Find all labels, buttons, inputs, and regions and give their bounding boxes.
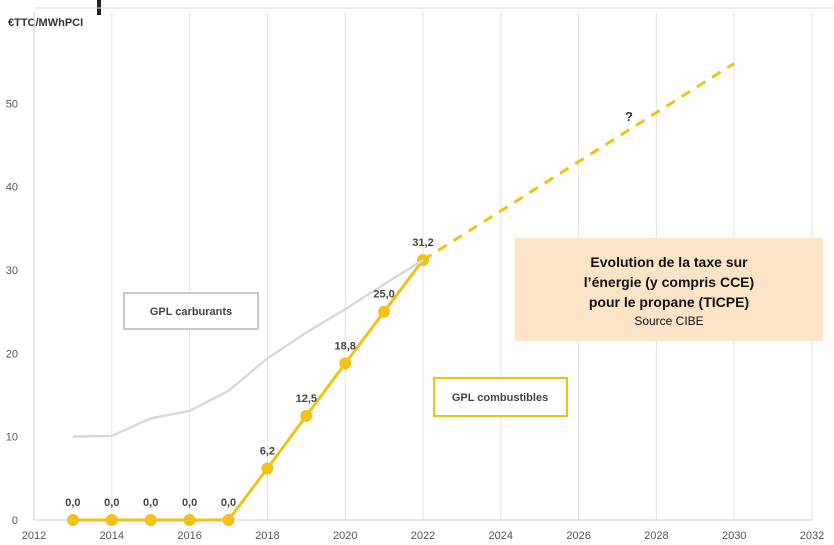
- info-title-line3: pour le propane (TICPE): [588, 293, 750, 310]
- legend-label-carburants: GPL carburants: [150, 306, 232, 318]
- data-label-2017: 0,0: [221, 497, 236, 509]
- data-label-2022: 31,2: [412, 237, 433, 249]
- y-tick-label-40: 40: [6, 182, 18, 194]
- legend-label-combustibles: GPL combustibles: [452, 392, 548, 404]
- legend-box-combustibles: [433, 377, 568, 417]
- data-label-2015: 0,0: [143, 497, 158, 509]
- y-tick-label-20: 20: [6, 348, 18, 360]
- data-point-2013: [66, 514, 79, 526]
- legend-box-carburants: [123, 292, 259, 330]
- data-label-2014: 0,0: [104, 497, 119, 509]
- data-point-2018: [261, 462, 274, 475]
- x-tick-label-2028: 2028: [644, 530, 668, 542]
- data-label-2018: 6,2: [260, 445, 275, 457]
- data-labels: 0,0 0,0 0,0 0,0 0,0 6,2 12,5 18,8 25,0 31,2: [65, 237, 433, 509]
- info-source: Source CIBE: [634, 313, 704, 328]
- y-axis-label: €TTC/MWhPCI: [8, 17, 83, 29]
- x-tick-label-2026: 2026: [566, 530, 590, 542]
- x-tick-label-2024: 2024: [489, 530, 513, 542]
- question-mark-annotation: ?: [625, 109, 633, 124]
- series: [66, 62, 736, 526]
- y-tick-label-30: 30: [6, 265, 18, 277]
- series-line-2: [422, 62, 736, 262]
- x-tick-label-2032: 2032: [800, 530, 824, 542]
- axes: 2012 2014 2016 2018 2020 2022 2024 2026 2028 2030…: [6, 7, 834, 542]
- series-line-1: [72, 258, 424, 438]
- x-tick-label-2018: 2018: [255, 530, 279, 542]
- info-title-line2: l’énergie (y compris CCE): [583, 273, 755, 290]
- series-line-0: [72, 259, 425, 522]
- data-point-2019: [300, 409, 313, 422]
- x-tick-label-2022: 2022: [411, 530, 435, 542]
- x-tick-label-2012: 2012: [22, 530, 46, 542]
- y-tick-label-50: 50: [6, 98, 18, 110]
- data-label-2013: 0,0: [65, 497, 80, 509]
- x-tick-label-2014: 2014: [100, 530, 124, 542]
- data-point-2014: [105, 514, 118, 526]
- data-point-2020: [339, 357, 352, 370]
- y-tick-label-0: 0: [12, 515, 18, 527]
- y-tick-label-10: 10: [6, 432, 18, 444]
- data-point-2015: [144, 514, 157, 526]
- data-label-2016: 0,0: [182, 497, 197, 509]
- x-tick-label-2030: 2030: [722, 530, 746, 542]
- data-label-2020: 18,8: [334, 340, 355, 352]
- info-box: Evolution de la taxe sur l’énergie (y co…: [515, 238, 823, 341]
- x-tick-label-2020: 2020: [333, 530, 357, 542]
- data-point-2017: [222, 514, 235, 526]
- x-tick-label-2016: 2016: [177, 530, 201, 542]
- data-label-2019: 12,5: [296, 393, 317, 405]
- info-title-line1: Evolution de la taxe sur: [590, 253, 748, 270]
- data-point-2016: [183, 514, 196, 526]
- data-label-2021: 25,0: [373, 289, 394, 301]
- data-point-2021: [378, 305, 391, 318]
